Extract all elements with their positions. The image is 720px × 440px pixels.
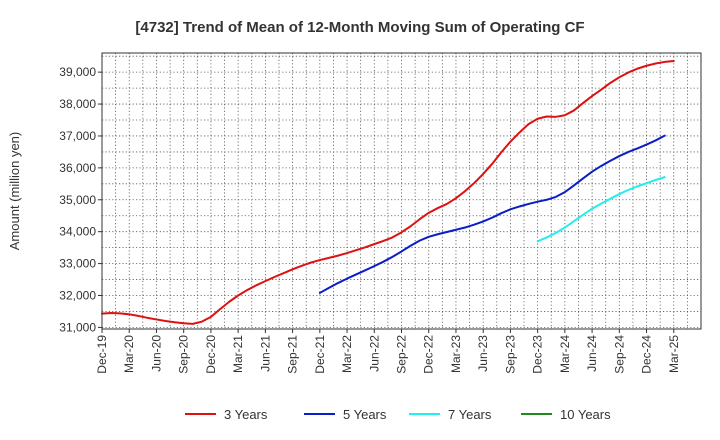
x-tick-label: Mar-23 [449,335,463,373]
x-tick-label: Jun-21 [258,335,272,372]
x-tick-label: Dec-24 [640,335,654,374]
x-tick-label: Jun-20 [149,335,163,372]
grid [101,53,702,329]
y-tick-label: 37,000 [59,129,96,143]
series-line-7-years [536,176,666,243]
series-lines [101,59,675,325]
x-tick-label: Jun-22 [367,335,381,372]
x-tick-label: Dec-20 [204,335,218,374]
legend-label: 7 Years [448,407,492,422]
x-tick-label: Sep-23 [503,335,517,374]
legend-label: 10 Years [560,407,611,422]
series-line-5-years [318,134,666,294]
x-tick-label: Dec-19 [95,335,109,374]
x-tick-label: Mar-24 [558,335,572,373]
y-tick-label: 32,000 [59,288,96,302]
legend-item-5-years[interactable]: 5 Years [304,407,387,422]
y-axis-ticks: 31,000 32,000 33,000 34,000 35,000 36,000 37,0… [59,65,102,334]
x-tick-label: Dec-21 [313,335,327,374]
x-tick-label: Mar-25 [667,335,681,373]
x-tick-label: Dec-23 [531,335,545,374]
y-tick-label: 31,000 [59,320,96,334]
x-tick-label: Jun-24 [585,335,599,372]
x-tick-label: Sep-22 [395,335,409,374]
x-tick-label: Sep-20 [177,335,191,374]
y-tick-label: 39,000 [59,65,96,79]
x-tick-label: Sep-24 [612,335,626,374]
x-tick-label: Mar-22 [340,335,354,373]
y-tick-label: 36,000 [59,161,96,175]
chart-title: [4732] Trend of Mean of 12-Month Moving … [135,19,584,36]
x-tick-label: Sep-21 [286,335,300,374]
x-tick-label: Mar-21 [231,335,245,373]
x-tick-label: Mar-20 [122,335,136,373]
legend-item-3-years[interactable]: 3 Years [185,407,268,422]
y-tick-label: 33,000 [59,257,96,271]
y-tick-label: 34,000 [59,225,96,239]
x-tick-label: Dec-22 [422,335,436,374]
x-tick-label: Jun-23 [476,335,490,372]
legend-label: 3 Years [224,407,268,422]
legend-item-10-years[interactable]: 10 Years [521,407,611,422]
y-tick-label: 35,000 [59,193,96,207]
x-axis-ticks: Dec-19 Mar-20 Jun-20 Sep-20 Dec-20 Mar-21 Jun-… [95,329,681,374]
series-line-3-years [101,59,675,325]
legend-item-7-years[interactable]: 7 Years [409,407,492,422]
y-axis-label: Amount (million yen) [7,132,22,251]
y-tick-label: 38,000 [59,97,96,111]
legend[interactable]: 3 Years 5 Years 7 Years 10 Years [185,407,611,422]
legend-label: 5 Years [343,407,387,422]
